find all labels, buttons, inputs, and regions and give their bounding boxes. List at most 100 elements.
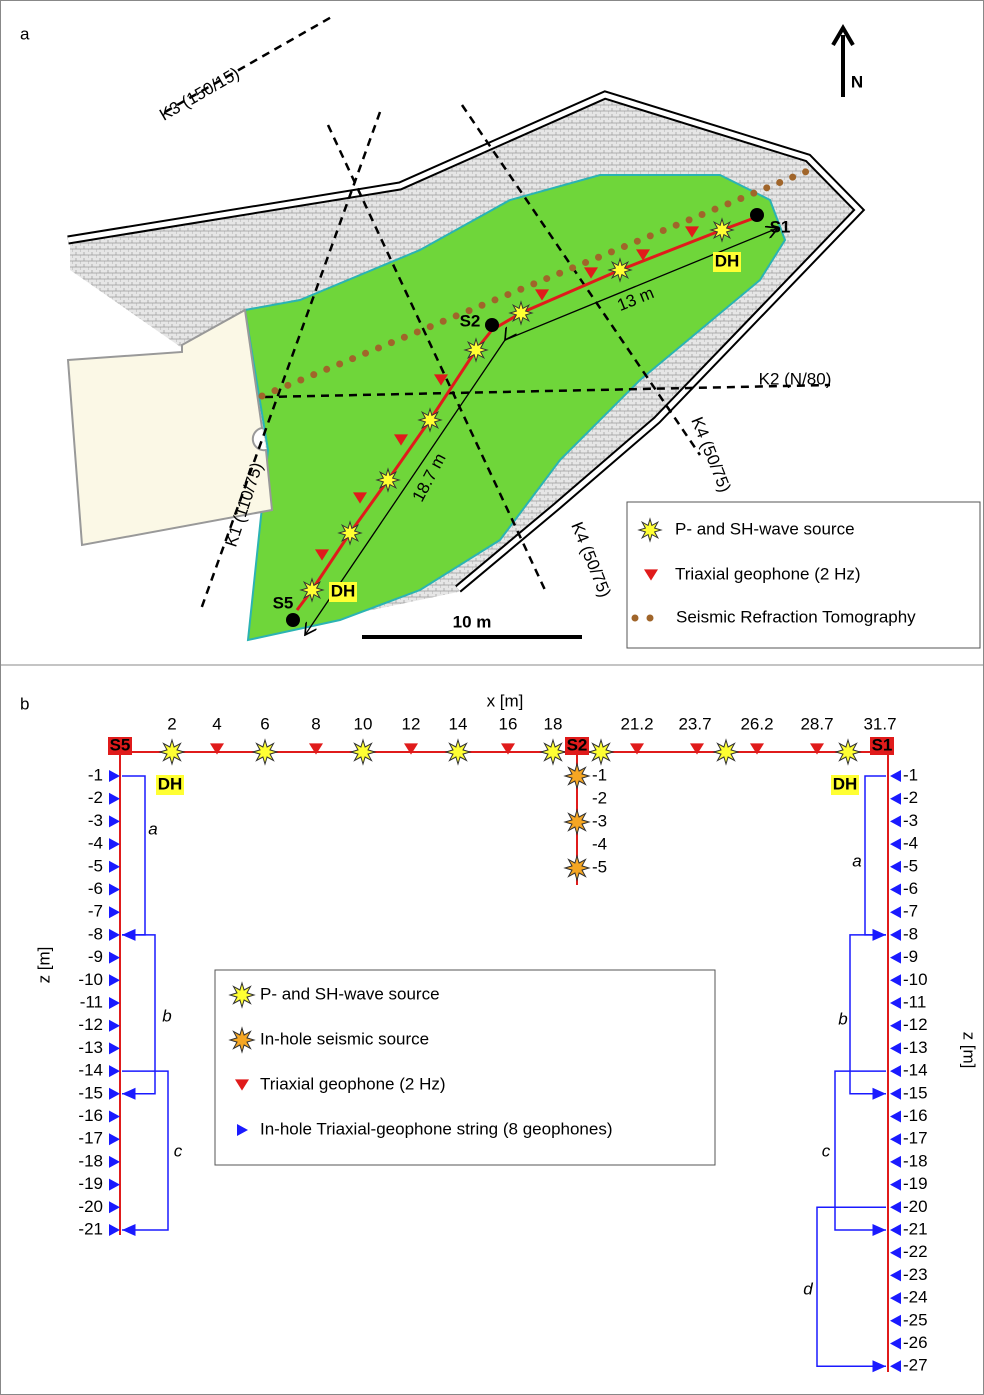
borehole-geophone bbox=[109, 1110, 120, 1123]
section-bracket bbox=[816, 1206, 886, 1373]
borehole-geophone bbox=[890, 974, 901, 987]
borehole-geophone bbox=[890, 1292, 901, 1305]
depth-label: -16 bbox=[903, 1106, 928, 1125]
geophone-symbol bbox=[535, 289, 549, 301]
geophone-symbol bbox=[309, 743, 323, 755]
borehole-geophone bbox=[109, 951, 120, 964]
geophone-symbol bbox=[315, 549, 329, 561]
x-tick-label: 21.2 bbox=[620, 714, 653, 733]
borehole-geophone bbox=[109, 1019, 120, 1032]
north-label: N bbox=[851, 72, 863, 91]
depth-label: -12 bbox=[78, 1015, 103, 1034]
geophone-symbol bbox=[434, 374, 448, 386]
source-symbol bbox=[709, 217, 735, 243]
depth-label: -9 bbox=[88, 947, 103, 966]
source-symbol bbox=[587, 738, 615, 766]
dh-label: DH bbox=[715, 251, 740, 270]
joint-label: K2 (N/80) bbox=[759, 369, 832, 388]
dh-label: DH bbox=[833, 774, 858, 793]
depth-label: -4 bbox=[903, 834, 918, 853]
depth-label: -19 bbox=[78, 1174, 103, 1193]
dh-box bbox=[831, 775, 859, 795]
source-symbol bbox=[637, 517, 663, 543]
borehole-geophone bbox=[890, 770, 901, 782]
station-label: S2 bbox=[460, 311, 481, 330]
borehole-geophone bbox=[890, 1087, 901, 1100]
depth-label: -4 bbox=[592, 834, 607, 853]
borehole-geophone bbox=[890, 1337, 901, 1350]
borehole-geophone bbox=[890, 997, 901, 1009]
depth-label: -8 bbox=[903, 924, 918, 943]
depth-label: -6 bbox=[88, 879, 103, 898]
borehole-geophone bbox=[109, 860, 120, 873]
x-tick-label: 28.7 bbox=[800, 714, 833, 733]
depth-label: -19 bbox=[903, 1174, 928, 1193]
borehole-geophone bbox=[109, 838, 120, 851]
x-tick-label: 10 bbox=[354, 714, 373, 733]
section-bracket bbox=[849, 934, 886, 1100]
borehole-geophone bbox=[890, 928, 901, 941]
depth-label: -20 bbox=[903, 1197, 928, 1216]
geophone-symbol bbox=[644, 569, 658, 581]
distance-arrow bbox=[504, 228, 778, 341]
depth-label: -8 bbox=[88, 924, 103, 943]
depth-label: -23 bbox=[903, 1265, 928, 1284]
depth-label: -6 bbox=[903, 879, 918, 898]
section-label: c bbox=[822, 1141, 831, 1160]
source-symbol bbox=[444, 738, 472, 766]
borehole-geophone bbox=[890, 838, 901, 851]
source-symbol bbox=[299, 577, 325, 603]
depth-label: -13 bbox=[78, 1038, 103, 1057]
source-symbol bbox=[563, 808, 591, 836]
north-arrow-head bbox=[831, 24, 855, 47]
legend-text: Seismic Refraction Tomography bbox=[676, 607, 916, 626]
borehole-geophone bbox=[890, 906, 901, 919]
depth-label: -5 bbox=[903, 856, 918, 875]
dh-box bbox=[329, 582, 357, 602]
depth-label: -2 bbox=[903, 788, 918, 807]
depth-label: -7 bbox=[88, 902, 103, 921]
x-tick-label: 31.7 bbox=[863, 714, 896, 733]
wall-inner bbox=[67, 92, 863, 591]
depth-label: -1 bbox=[88, 765, 103, 784]
source-symbol bbox=[563, 854, 591, 882]
section-bracket bbox=[864, 775, 886, 941]
section-bracket bbox=[122, 775, 146, 941]
source-symbol bbox=[712, 738, 740, 766]
geophone-symbol bbox=[685, 226, 699, 238]
depth-label: -26 bbox=[903, 1333, 928, 1352]
station-label: S5 bbox=[273, 593, 294, 612]
legend-text: Triaxial geophone (2 Hz) bbox=[260, 1074, 446, 1093]
borehole-geophone bbox=[890, 815, 901, 828]
depth-label: -14 bbox=[903, 1061, 928, 1080]
depth-label: -1 bbox=[903, 765, 918, 784]
borehole-geophone bbox=[890, 1042, 901, 1055]
source-symbol bbox=[337, 520, 363, 546]
borehole-geophone bbox=[109, 1201, 120, 1214]
borehole-geophone bbox=[890, 792, 901, 805]
x-tick-label: 4 bbox=[212, 714, 221, 733]
section-label: d bbox=[803, 1279, 813, 1298]
geophone-symbol bbox=[210, 743, 224, 755]
borehole-geophone bbox=[890, 883, 901, 896]
station-label: S1 bbox=[872, 735, 893, 754]
source-symbol bbox=[508, 300, 534, 326]
source-symbol bbox=[834, 738, 862, 766]
source-symbol bbox=[349, 738, 377, 766]
station-label: S1 bbox=[770, 217, 791, 236]
axis-label: x [m] bbox=[487, 691, 524, 710]
depth-label: -3 bbox=[903, 811, 918, 830]
dh-box bbox=[156, 775, 184, 795]
borehole-geophone bbox=[109, 997, 120, 1009]
borehole-geophone bbox=[890, 1133, 901, 1146]
borehole-geophone bbox=[890, 1360, 901, 1373]
depth-label: -15 bbox=[78, 1083, 103, 1102]
borehole-geophone bbox=[890, 860, 901, 873]
depth-label: -20 bbox=[78, 1197, 103, 1216]
borehole-geophone bbox=[890, 1155, 901, 1168]
geophone-symbol bbox=[750, 743, 764, 755]
geophone-symbol bbox=[235, 1079, 249, 1091]
joint-label: K3 (150/15) bbox=[156, 64, 242, 125]
station-label: S5 bbox=[110, 735, 131, 754]
joint-label: K4 (50/75) bbox=[687, 414, 734, 495]
